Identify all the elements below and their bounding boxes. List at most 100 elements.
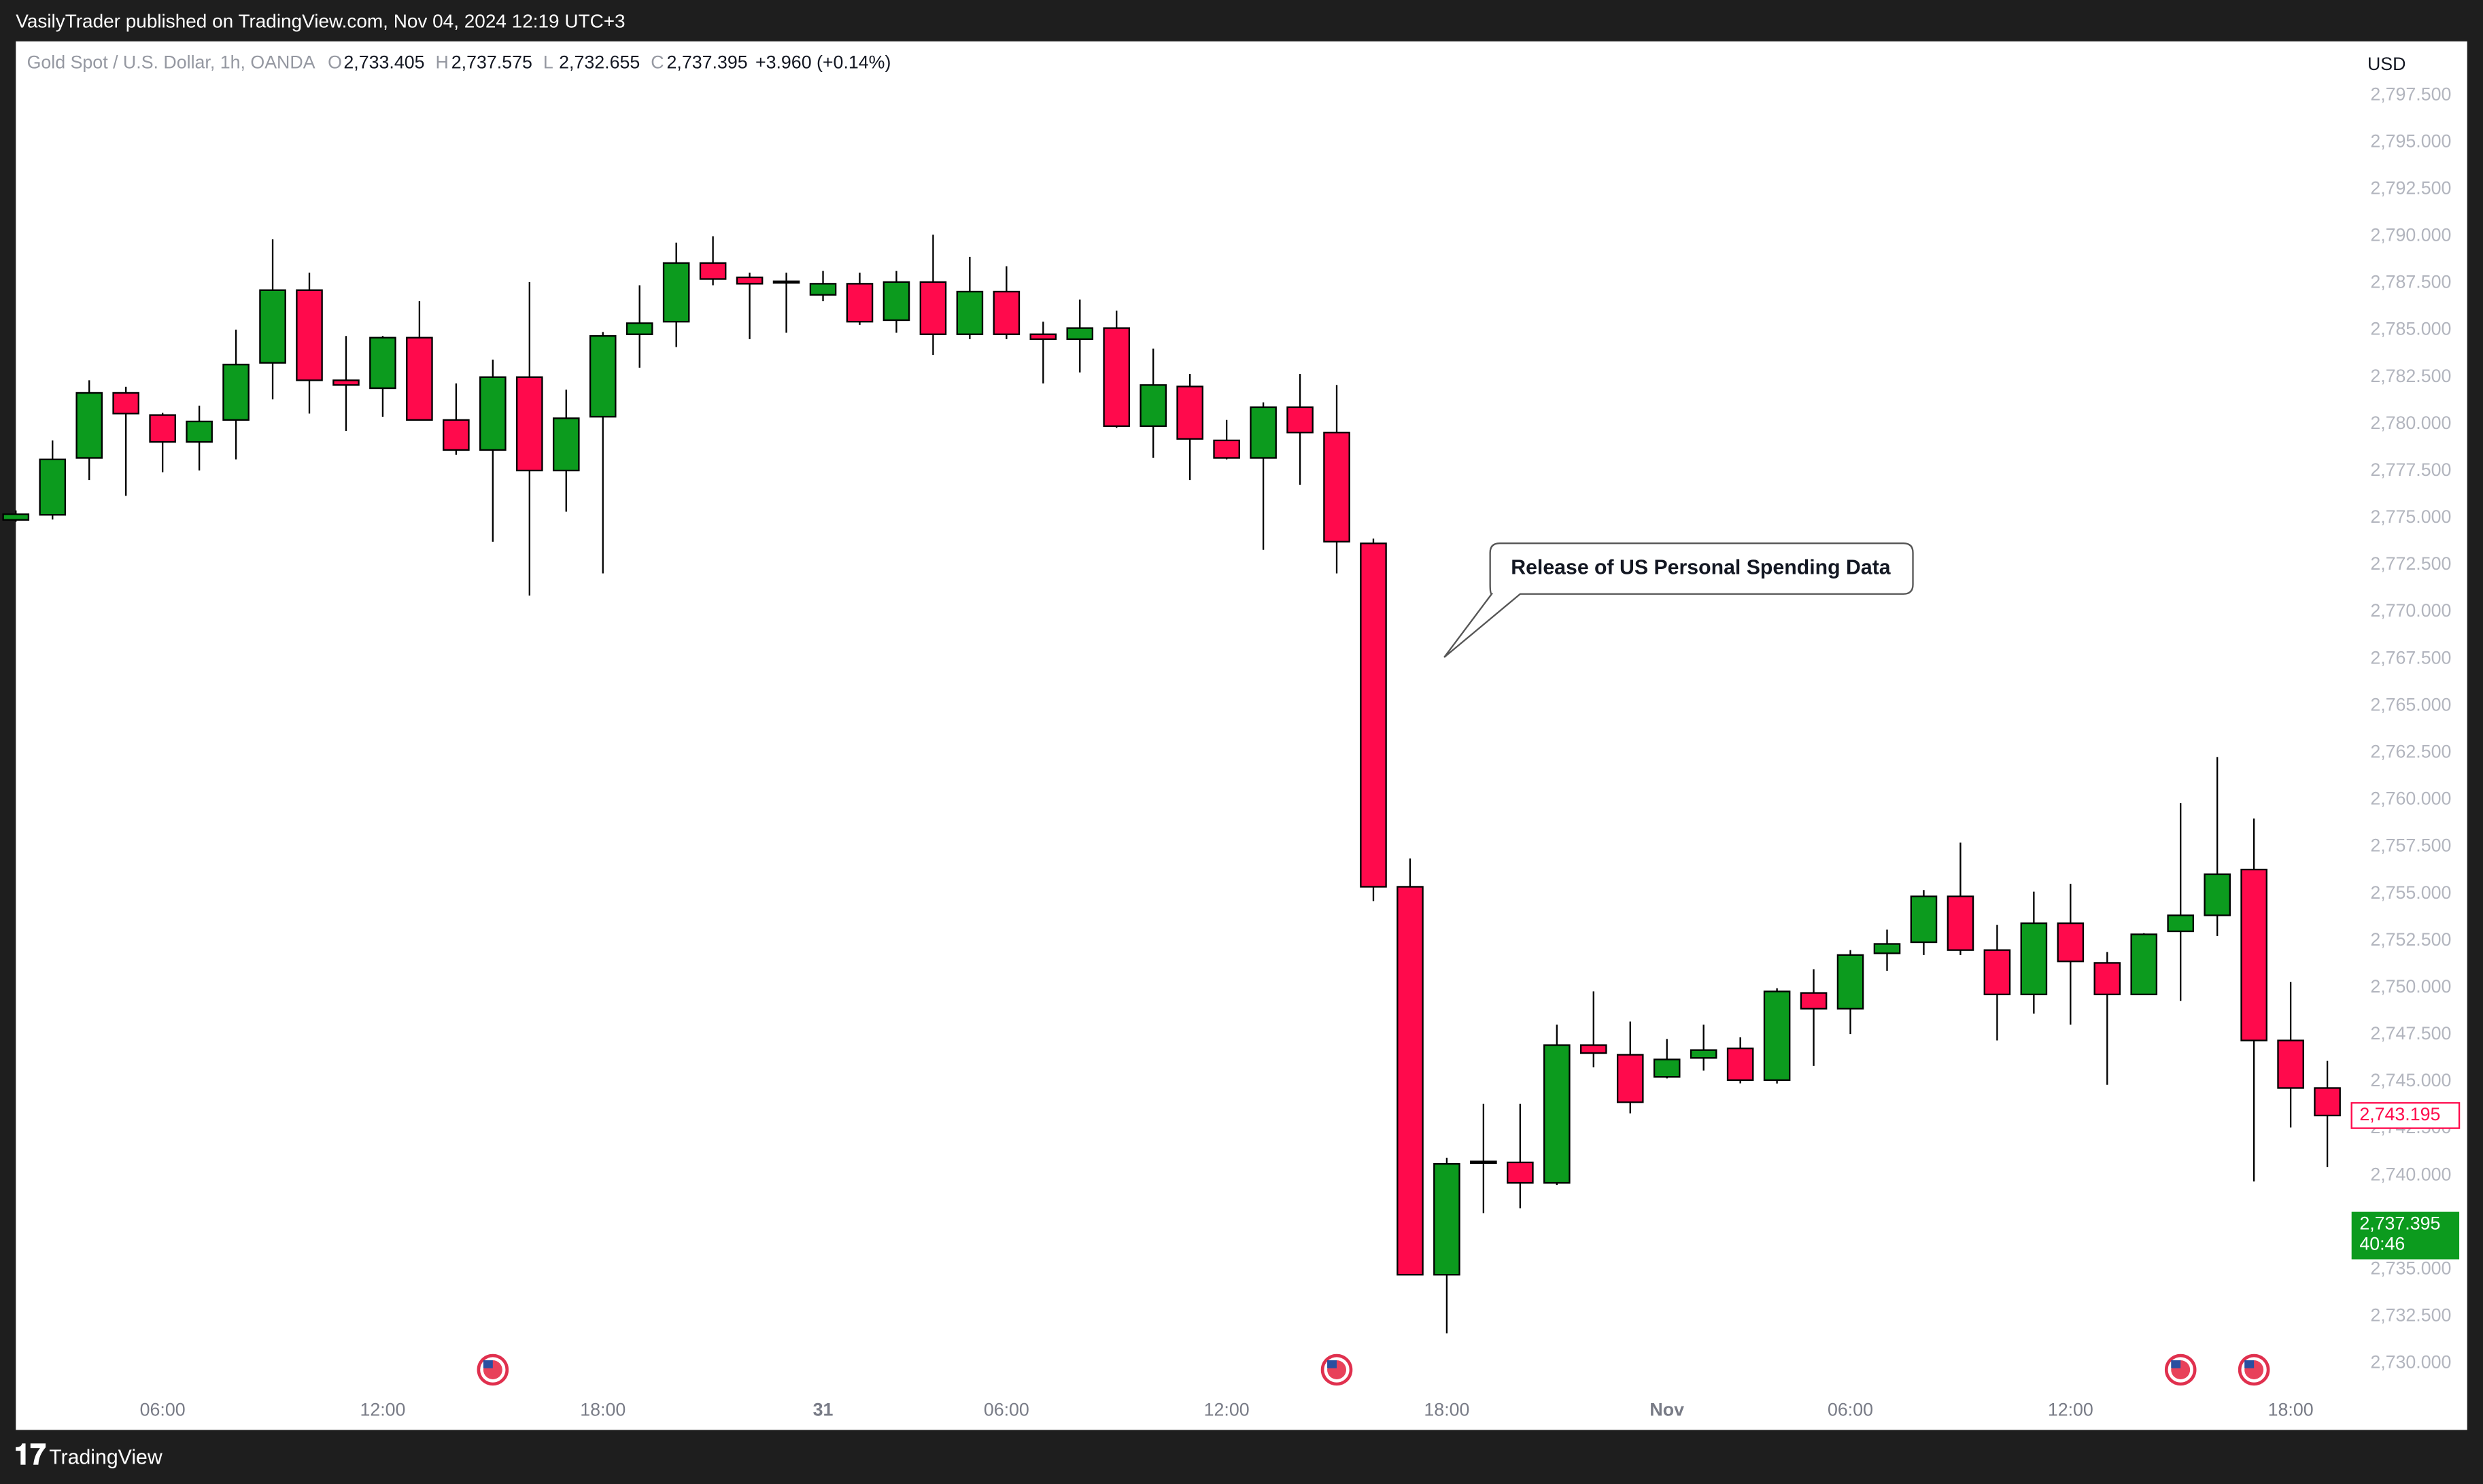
annotation-box — [1443, 542, 1914, 658]
price-label-box — [2350, 1102, 2461, 1129]
y-tick-label: 2,750.000 — [2370, 976, 2451, 997]
y-tick-label: 2,790.000 — [2370, 225, 2451, 245]
candle-body — [1763, 990, 1791, 1082]
candle-body — [39, 458, 67, 516]
x-tick-label: 06:00 — [140, 1400, 186, 1420]
y-tick-label: 2,730.000 — [2370, 1352, 2451, 1373]
published-line: VasilyTrader published on TradingView.co… — [16, 10, 625, 31]
x-tick-label: 06:00 — [1828, 1400, 1873, 1420]
y-tick-label: 2,732.500 — [2370, 1305, 2451, 1326]
candle-body — [1397, 886, 1424, 1276]
x-tick-label: 18:00 — [1424, 1400, 1469, 1420]
candle-body — [883, 281, 910, 322]
candle-body — [1836, 954, 1864, 1010]
x-tick-label: 12:00 — [360, 1400, 405, 1420]
candle-body — [1140, 384, 1167, 428]
plot-background — [16, 41, 2467, 1430]
ohlc-value: 2,737.575 — [451, 52, 532, 73]
event-flag-canton — [483, 1360, 493, 1368]
ohlc-header: O 2,733.405 H 2,737.575 L 2,732.655 C 2,737.395… — [328, 52, 891, 73]
candle-body — [1103, 327, 1131, 428]
candle-body — [919, 281, 947, 335]
candle-body — [2020, 922, 2048, 996]
change: +3.960 (+0.14%) — [755, 52, 891, 73]
candle-body — [1726, 1048, 1754, 1082]
candle-body — [1433, 1162, 1460, 1276]
candle-body — [552, 417, 580, 472]
candle-body — [1983, 949, 2011, 996]
y-tick-label: 2,745.000 — [2370, 1070, 2451, 1090]
y-tick-label: 2,795.000 — [2370, 131, 2451, 151]
candle-body — [1616, 1054, 1644, 1103]
x-tick-label: Nov — [1649, 1400, 1684, 1420]
candle-body — [736, 276, 764, 285]
candle-body — [1360, 542, 1387, 888]
ohlc-key: H — [435, 52, 448, 73]
ohlc-value: 2,733.405 — [343, 52, 424, 73]
candle-body — [1213, 439, 1240, 459]
ohlc-key: L — [543, 52, 553, 73]
candle-body — [626, 322, 653, 335]
candle-body — [1507, 1161, 1534, 1184]
candle-body — [809, 283, 837, 296]
currency: USD — [2367, 54, 2406, 74]
candle-body — [2093, 962, 2121, 996]
candle-body — [479, 376, 507, 451]
price-label: 2,737.395 — [2359, 1213, 2440, 1233]
candle-body — [1029, 333, 1057, 341]
y-tick-label: 2,777.500 — [2370, 460, 2451, 480]
y-tick-label: 2,755.000 — [2370, 882, 2451, 903]
candle-body — [1800, 992, 1828, 1010]
event-flag-canton — [2171, 1360, 2181, 1368]
candle-body — [2204, 873, 2231, 916]
candle-body — [2167, 914, 2195, 933]
candle-body — [993, 290, 1021, 335]
currency-box — [2353, 48, 2458, 83]
y-tick-label: 2,767.500 — [2370, 647, 2451, 668]
symbol: Gold Spot / U.S. Dollar, 1h, OANDA — [27, 52, 315, 73]
y-tick-label: 2,775.000 — [2370, 506, 2451, 527]
price-label-box — [2351, 1211, 2460, 1260]
x-tick-label: 12:00 — [2048, 1400, 2093, 1420]
logo-mark: 𝟏𝟕 — [14, 1438, 46, 1470]
y-tick-label: 2,747.500 — [2370, 1023, 2451, 1043]
x-tick-label: 06:00 — [984, 1400, 1029, 1420]
candle-body — [296, 289, 323, 381]
candle-body — [662, 262, 690, 323]
y-tick-label: 2,782.500 — [2370, 366, 2451, 386]
y-tick-label: 2,787.500 — [2370, 272, 2451, 292]
candle-body — [1579, 1044, 1607, 1054]
countdown: 40:46 — [2359, 1234, 2405, 1254]
candle-body — [1873, 943, 1901, 954]
y-tick-label: 2,772.500 — [2370, 553, 2451, 574]
candle-body — [222, 364, 250, 421]
candle-body — [186, 420, 213, 443]
candle-body — [1286, 406, 1314, 434]
y-tick-label: 2,760.000 — [2370, 789, 2451, 809]
y-tick-label: 2,797.500 — [2370, 84, 2451, 104]
candle-body — [772, 280, 800, 284]
price-label: 2,743.195 — [2359, 1104, 2440, 1124]
annotation-text: Release of US Personal Spending Data — [1511, 556, 1891, 579]
x-tick-label: 18:00 — [580, 1400, 626, 1420]
candle-body — [1066, 327, 1094, 341]
y-tick-label: 2,757.500 — [2370, 835, 2451, 856]
candle-body — [1653, 1058, 1681, 1078]
candle-body — [956, 290, 984, 335]
candle-body — [112, 392, 139, 415]
y-tick-label: 2,770.000 — [2370, 600, 2451, 621]
ohlc-key: O — [328, 52, 342, 73]
candle-body — [149, 414, 176, 443]
candle-body — [332, 379, 360, 386]
candle-body — [699, 262, 727, 280]
candle-body — [1690, 1049, 1717, 1059]
ohlc-value: 2,732.655 — [559, 52, 640, 73]
brand: TradingView — [49, 1446, 162, 1468]
candle-body — [1250, 406, 1277, 459]
candle-body — [1470, 1160, 1497, 1164]
candle-body — [2240, 868, 2267, 1041]
candle-body — [75, 392, 103, 459]
candle-body — [846, 283, 874, 323]
candle-body — [1910, 895, 1938, 944]
